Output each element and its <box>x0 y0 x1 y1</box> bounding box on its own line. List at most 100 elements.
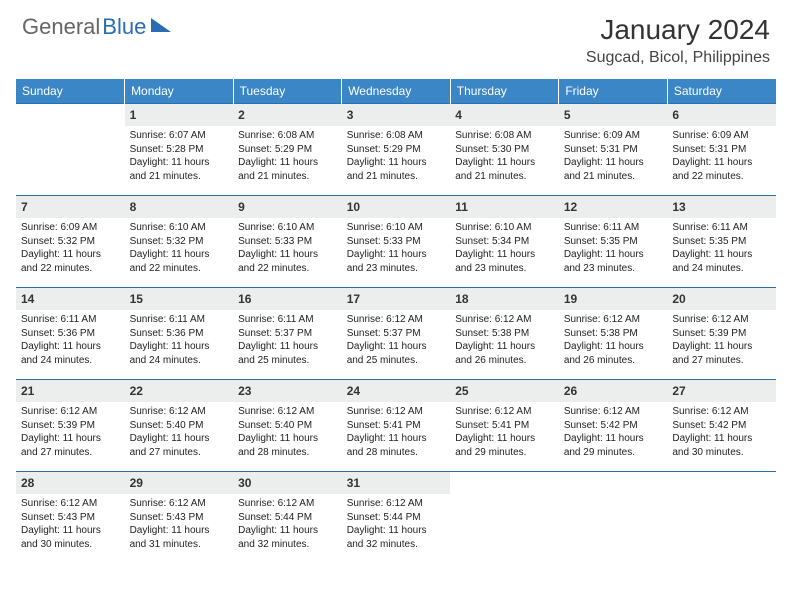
day-sunrise: Sunrise: 6:07 AM <box>130 129 229 143</box>
day-daylight1: Daylight: 11 hours <box>347 156 446 170</box>
day-daylight2: and 24 minutes. <box>21 354 120 368</box>
day-sunrise: Sunrise: 6:12 AM <box>347 497 446 511</box>
day-sunrise: Sunrise: 6:11 AM <box>21 313 120 327</box>
day-sunset: Sunset: 5:43 PM <box>130 511 229 525</box>
weekday-thursday: Thursday <box>450 79 559 104</box>
day-cell: 20Sunrise: 6:12 AMSunset: 5:39 PMDayligh… <box>667 288 776 380</box>
day-sunrise: Sunrise: 6:08 AM <box>455 129 554 143</box>
day-daylight2: and 28 minutes. <box>347 446 446 460</box>
day-sunset: Sunset: 5:31 PM <box>564 143 663 157</box>
day-sunset: Sunset: 5:35 PM <box>564 235 663 249</box>
day-daylight1: Daylight: 11 hours <box>455 156 554 170</box>
day-daylight1: Daylight: 11 hours <box>130 432 229 446</box>
day-daylight2: and 23 minutes. <box>455 262 554 276</box>
day-sunrise: Sunrise: 6:12 AM <box>347 405 446 419</box>
day-daylight1: Daylight: 11 hours <box>130 524 229 538</box>
week-row: 21Sunrise: 6:12 AMSunset: 5:39 PMDayligh… <box>16 380 776 472</box>
day-sunrise: Sunrise: 6:12 AM <box>672 313 771 327</box>
day-cell: 31Sunrise: 6:12 AMSunset: 5:44 PMDayligh… <box>342 472 451 564</box>
day-cell: 13Sunrise: 6:11 AMSunset: 5:35 PMDayligh… <box>667 196 776 288</box>
day-cell <box>667 472 776 564</box>
day-sunset: Sunset: 5:38 PM <box>564 327 663 341</box>
day-daylight2: and 29 minutes. <box>564 446 663 460</box>
weekday-wednesday: Wednesday <box>342 79 451 104</box>
day-cell: 14 Sunrise: 6:11 AMSunset: 5:36 PMDayligh… <box>16 288 125 380</box>
day-cell <box>16 104 125 196</box>
week-row: 1Sunrise: 6:07 AMSunset: 5:28 PMDaylight… <box>16 104 776 196</box>
day-cell: 7Sunrise: 6:09 AMSunset: 5:32 PMDaylight… <box>16 196 125 288</box>
day-sunrise: Sunrise: 6:12 AM <box>130 405 229 419</box>
day-cell: 16Sunrise: 6:11 AMSunset: 5:37 PMDayligh… <box>233 288 342 380</box>
day-sunrise: Sunrise: 6:11 AM <box>238 313 337 327</box>
day-daylight1: Daylight: 11 hours <box>21 340 120 354</box>
day-sunset: Sunset: 5:35 PM <box>672 235 771 249</box>
day-daylight2: and 22 minutes. <box>238 262 337 276</box>
day-sunset: Sunset: 5:39 PM <box>21 419 120 433</box>
day-daylight1: Daylight: 11 hours <box>130 340 229 354</box>
day-sunset: Sunset: 5:37 PM <box>347 327 446 341</box>
day-daylight1: Daylight: 11 hours <box>130 156 229 170</box>
day-number: 25 <box>450 380 559 402</box>
day-daylight1: Daylight: 11 hours <box>564 340 663 354</box>
day-daylight2: and 21 minutes. <box>238 170 337 184</box>
day-number: 17 <box>342 288 451 310</box>
day-daylight1: Daylight: 11 hours <box>455 432 554 446</box>
day-sunset: Sunset: 5:38 PM <box>455 327 554 341</box>
weekday-friday: Friday <box>559 79 668 104</box>
day-number: 14 <box>16 288 125 310</box>
day-sunset: Sunset: 5:44 PM <box>238 511 337 525</box>
day-sunrise: Sunrise: 6:12 AM <box>564 405 663 419</box>
day-daylight1: Daylight: 11 hours <box>672 248 771 262</box>
day-daylight1: Daylight: 11 hours <box>21 524 120 538</box>
day-number: 3 <box>342 104 451 126</box>
day-cell: 21Sunrise: 6:12 AMSunset: 5:39 PMDayligh… <box>16 380 125 472</box>
day-daylight1: Daylight: 11 hours <box>347 340 446 354</box>
day-cell: 6Sunrise: 6:09 AMSunset: 5:31 PMDaylight… <box>667 104 776 196</box>
day-sunset: Sunset: 5:42 PM <box>672 419 771 433</box>
day-daylight1: Daylight: 11 hours <box>238 524 337 538</box>
day-daylight1: Daylight: 11 hours <box>238 432 337 446</box>
day-sunset: Sunset: 5:30 PM <box>455 143 554 157</box>
day-daylight1: Daylight: 11 hours <box>21 432 120 446</box>
day-daylight2: and 23 minutes. <box>564 262 663 276</box>
day-cell <box>559 472 668 564</box>
day-number: 5 <box>559 104 668 126</box>
day-daylight1: Daylight: 11 hours <box>672 340 771 354</box>
day-sunset: Sunset: 5:37 PM <box>238 327 337 341</box>
day-daylight2: and 21 minutes. <box>564 170 663 184</box>
day-number: 16 <box>233 288 342 310</box>
day-number: 24 <box>342 380 451 402</box>
day-daylight1: Daylight: 11 hours <box>238 156 337 170</box>
day-sunrise: Sunrise: 6:09 AM <box>564 129 663 143</box>
day-number: 10 <box>342 196 451 218</box>
day-daylight1: Daylight: 11 hours <box>564 432 663 446</box>
day-sunrise: Sunrise: 6:09 AM <box>672 129 771 143</box>
weekday-sunday: Sunday <box>16 79 125 104</box>
day-daylight1: Daylight: 11 hours <box>347 432 446 446</box>
brand-part1: General <box>22 14 100 40</box>
day-sunset: Sunset: 5:28 PM <box>130 143 229 157</box>
day-daylight2: and 24 minutes. <box>672 262 771 276</box>
day-number: 18 <box>450 288 559 310</box>
day-number: 26 <box>559 380 668 402</box>
day-daylight2: and 31 minutes. <box>130 538 229 552</box>
day-daylight2: and 28 minutes. <box>238 446 337 460</box>
day-cell: 2Sunrise: 6:08 AMSunset: 5:29 PMDaylight… <box>233 104 342 196</box>
title-block: January 2024 Sugcad, Bicol, Philippines <box>586 14 770 67</box>
day-daylight2: and 26 minutes. <box>455 354 554 368</box>
week-row: 7Sunrise: 6:09 AMSunset: 5:32 PMDaylight… <box>16 196 776 288</box>
day-sunset: Sunset: 5:29 PM <box>238 143 337 157</box>
day-cell: 28Sunrise: 6:12 AMSunset: 5:43 PMDayligh… <box>16 472 125 564</box>
day-number: 8 <box>125 196 234 218</box>
calendar-table: Sunday Monday Tuesday Wednesday Thursday… <box>16 79 776 564</box>
day-number: 23 <box>233 380 342 402</box>
day-cell: 22Sunrise: 6:12 AMSunset: 5:40 PMDayligh… <box>125 380 234 472</box>
month-title: January 2024 <box>586 14 770 46</box>
day-sunset: Sunset: 5:36 PM <box>21 327 120 341</box>
day-sunrise: Sunrise: 6:11 AM <box>130 313 229 327</box>
day-daylight2: and 26 minutes. <box>564 354 663 368</box>
day-daylight2: and 21 minutes. <box>455 170 554 184</box>
day-number: 22 <box>125 380 234 402</box>
day-number: 11 <box>450 196 559 218</box>
day-cell: 5Sunrise: 6:09 AMSunset: 5:31 PMDaylight… <box>559 104 668 196</box>
